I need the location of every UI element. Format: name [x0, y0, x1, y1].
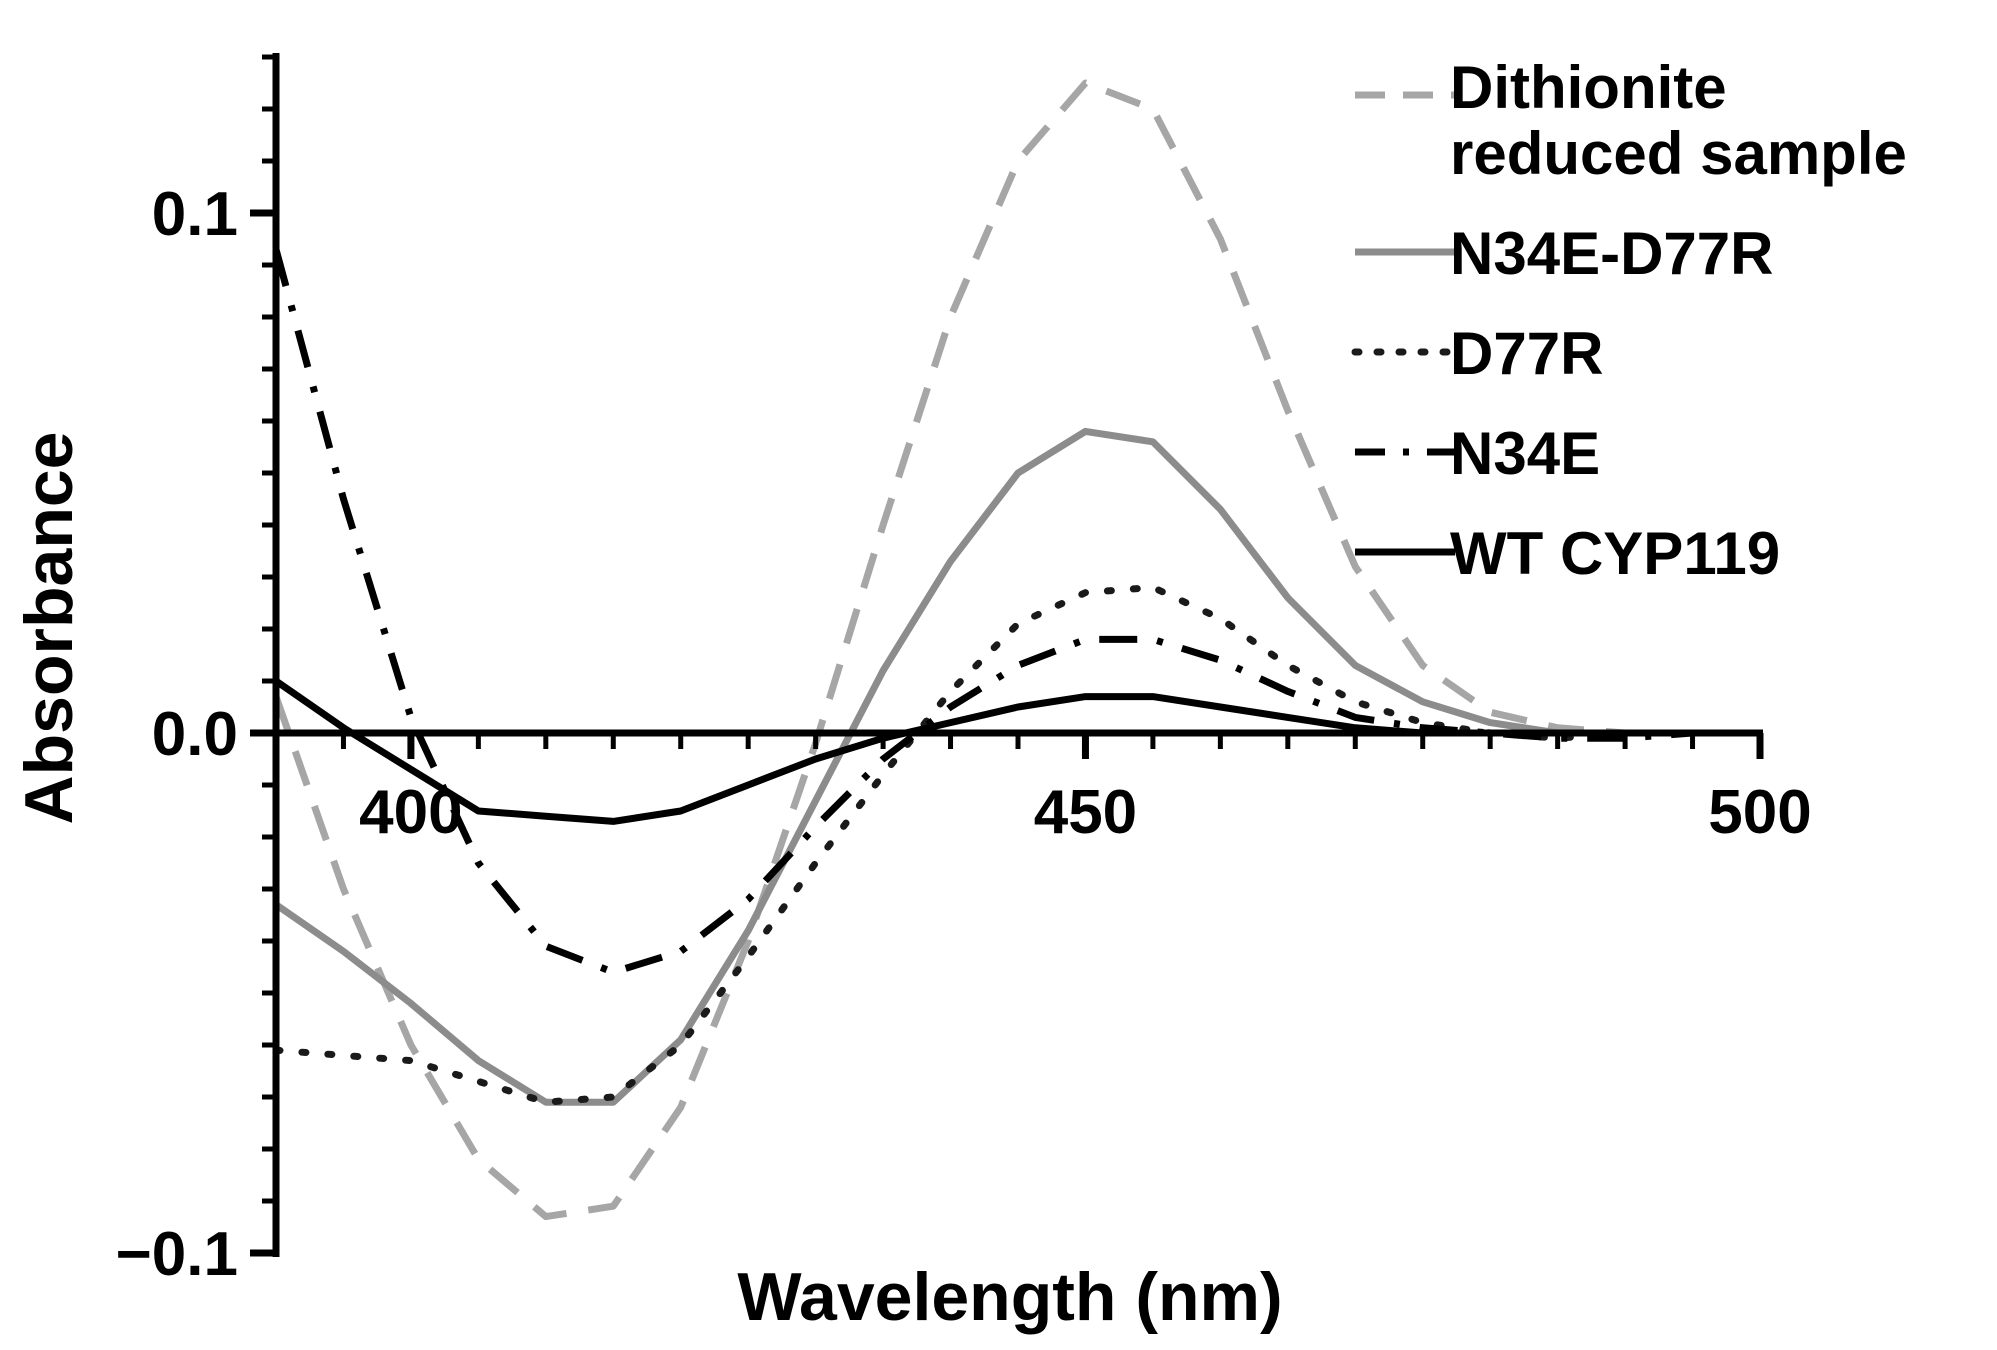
series-line-dithionite-reduced-sample — [272, 79, 1760, 1221]
legend-label-n34e-d77r: N34E-D77R — [1450, 220, 1773, 287]
legend-label-dithionite-reduced-sample: Dithionite — [1450, 54, 1727, 121]
series-line-d77r — [272, 583, 1764, 1106]
series-line-n34e-d77r — [274, 427, 1760, 1106]
legend-label-d77r: D77R — [1450, 320, 1603, 387]
legend-label-n34e: N34E — [1450, 420, 1600, 487]
x-axis-title: Wavelength (nm) — [737, 1259, 1282, 1335]
x-tick-label: 400 — [359, 778, 462, 847]
y-tick-label: 0.1 — [152, 180, 238, 249]
x-tick-label: 500 — [1708, 778, 1811, 847]
legend-label-wt-cyp119: WT CYP119 — [1450, 520, 1780, 587]
legend-label-dithionite-reduced-sample: reduced sample — [1450, 120, 1907, 187]
x-tick-label: 450 — [1034, 778, 1137, 847]
tick-labels: 0.1 0.0 −0.1 400 450 500 — [116, 180, 1812, 1289]
axes — [250, 53, 1764, 1257]
y-tick-label: 0.0 — [152, 700, 238, 769]
y-axis-title: Absorbance — [11, 432, 87, 825]
y-tick-label: −0.1 — [116, 1220, 238, 1289]
series-line-wt-cyp119 — [274, 678, 1760, 825]
